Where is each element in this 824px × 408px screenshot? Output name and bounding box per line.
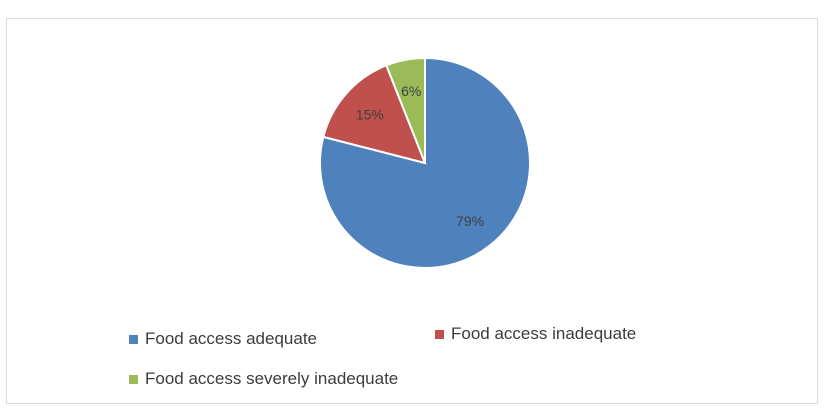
- legend-label-adequate: Food access adequate: [145, 329, 318, 348]
- chart-frame: 79% 15% 6% Food access adequate Food acces…: [6, 18, 818, 404]
- legend-swatch-severely-inadequate: [129, 374, 138, 384]
- pie-chart: 79% 15% 6%: [319, 56, 531, 269]
- slice-adequate: [319, 56, 531, 269]
- slice-inadequate: [322, 64, 427, 165]
- legend-swatch-adequate: [129, 334, 138, 344]
- data-label-inadequate: 15%: [356, 106, 384, 122]
- legend-item-adequate: Food access adequate: [129, 329, 317, 349]
- legend-swatch-inadequate: [435, 329, 444, 339]
- legend-item-inadequate: Food access inadequate: [435, 324, 636, 344]
- legend-label-inadequate: Food access inadequate: [451, 324, 637, 343]
- data-label-severely-inadequate: 6%: [401, 83, 421, 99]
- legend-label-severely-inadequate: Food access severely inadequate: [145, 369, 399, 388]
- data-label-adequate: 79%: [456, 213, 484, 229]
- legend-item-severely-inadequate: Food access severely inadequate: [129, 369, 398, 389]
- slice-severely-inadequate: [385, 56, 426, 164]
